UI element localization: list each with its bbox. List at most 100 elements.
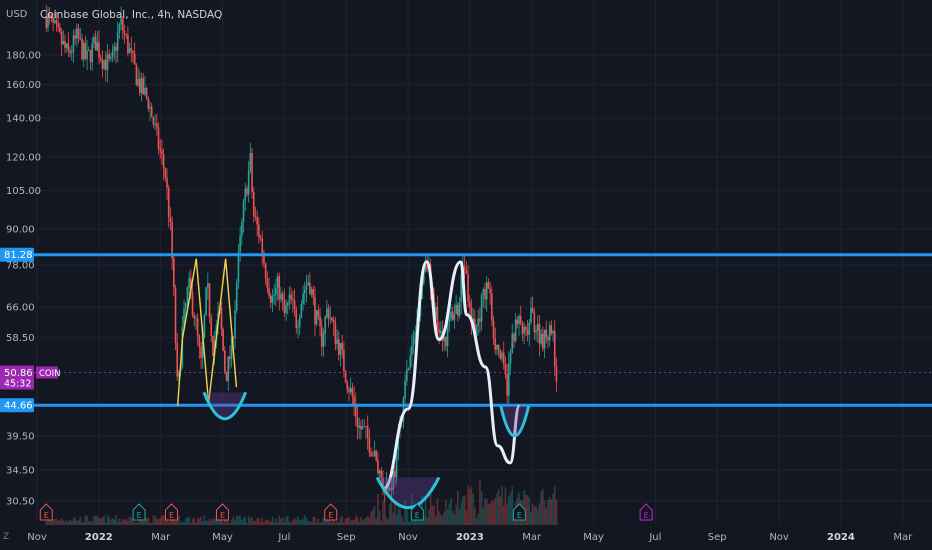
volume-bar	[94, 515, 97, 525]
volume-bar	[438, 511, 440, 525]
arc-shape	[375, 476, 441, 509]
y-tick-label: 78.00	[6, 261, 35, 272]
candle-body	[525, 327, 527, 330]
volume-bar	[247, 516, 250, 525]
candle-body	[178, 371, 180, 377]
horizontal-levels[interactable]	[34, 253, 932, 407]
candle-body	[132, 50, 134, 54]
volume-bar	[462, 496, 464, 525]
candle-body	[504, 364, 507, 375]
candle-body	[259, 236, 262, 239]
candle-body	[550, 325, 553, 334]
earnings-marker[interactable]: E	[216, 503, 230, 521]
candle-body	[373, 450, 376, 457]
volume-bar	[273, 522, 275, 525]
volume-bar	[426, 517, 429, 525]
volume-bar	[200, 516, 202, 525]
candle-body	[99, 57, 102, 60]
candle-body	[530, 307, 532, 323]
volume-bar	[349, 520, 352, 525]
volume-bar	[212, 517, 214, 525]
candle-body	[208, 283, 211, 318]
volume-bar	[385, 517, 388, 525]
candle-body	[103, 59, 105, 69]
earnings-letter: E	[220, 511, 225, 520]
candle-body	[113, 46, 116, 52]
level-price-tag	[0, 398, 34, 413]
volume-bar	[191, 518, 194, 525]
candle-body	[421, 283, 423, 299]
volume-bar	[181, 521, 184, 525]
candle-body	[101, 59, 104, 69]
candle-body	[77, 28, 80, 39]
timezone-icon[interactable]: Z	[3, 532, 9, 542]
volume-bar	[115, 515, 117, 525]
candle-body	[276, 276, 279, 288]
volume-bar	[361, 520, 364, 525]
candle-body	[502, 352, 505, 365]
candle-body	[497, 344, 500, 352]
candle-body	[519, 316, 522, 324]
candle-body	[406, 369, 408, 381]
candle-body	[62, 40, 65, 45]
volume-bar	[244, 516, 247, 525]
volume-bar	[167, 522, 170, 525]
candle-body	[394, 471, 396, 478]
candle-body	[337, 339, 340, 355]
volume-bar	[72, 517, 75, 525]
volume-bar	[553, 486, 556, 525]
earnings-marker[interactable]: E	[512, 503, 526, 521]
candle-body	[116, 32, 119, 51]
candle-body	[521, 323, 524, 334]
candle-body	[91, 43, 93, 63]
volume-bar	[93, 515, 95, 525]
earnings-marker[interactable]: E	[39, 503, 53, 521]
candle-body	[196, 318, 199, 336]
candle-body	[268, 288, 270, 296]
candle-body	[60, 31, 63, 45]
earnings-marker[interactable]: E	[639, 503, 653, 521]
candle-body	[438, 329, 440, 334]
candle-body	[354, 404, 357, 417]
candle-body	[370, 452, 372, 456]
earnings-marker[interactable]: E	[324, 503, 338, 521]
candle-body	[375, 450, 377, 461]
candle-body	[509, 352, 512, 364]
earnings-marker[interactable]: E	[165, 503, 179, 521]
candle-body	[513, 333, 515, 342]
pattern-annotations[interactable]	[176, 258, 531, 509]
candle-body	[247, 170, 250, 195]
volume-bar	[178, 515, 180, 525]
x-tick-label: Jul	[277, 532, 290, 543]
candle-body	[356, 416, 359, 428]
volume-bar	[235, 515, 238, 525]
candle-body	[183, 308, 185, 327]
candle-body	[166, 177, 168, 188]
y-tick-label: 34.50	[6, 466, 35, 477]
candle-body	[198, 335, 201, 348]
candle-body	[309, 282, 311, 294]
candle-body	[278, 276, 281, 300]
candle-body	[322, 333, 325, 347]
volume-bar	[468, 489, 471, 525]
earnings-marker[interactable]: E	[132, 503, 146, 521]
volume-bar	[201, 521, 204, 525]
candle-body	[540, 333, 542, 344]
volume-bar	[542, 489, 544, 525]
volume-bar	[286, 515, 289, 525]
volume-bar	[334, 522, 337, 525]
candle-body	[499, 351, 502, 359]
volume-bar	[275, 518, 277, 525]
volume-bar	[322, 517, 325, 525]
candle-body	[264, 263, 267, 279]
earnings-marker[interactable]: E	[410, 503, 424, 521]
volume-bar	[147, 517, 150, 525]
candle-body	[545, 329, 548, 338]
candle-body	[329, 318, 332, 319]
volume-bar	[317, 518, 320, 525]
candle-body	[50, 15, 53, 18]
volume-bar	[429, 493, 432, 525]
